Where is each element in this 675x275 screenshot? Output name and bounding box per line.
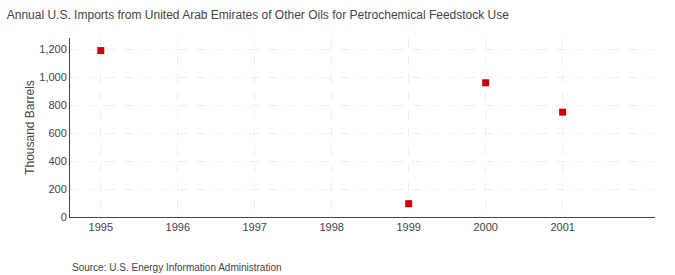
svg-text:1998: 1998 [319, 221, 343, 233]
svg-text:1,000: 1,000 [39, 71, 67, 83]
svg-text:400: 400 [48, 155, 66, 167]
svg-text:1,200: 1,200 [39, 43, 67, 55]
svg-text:2000: 2000 [473, 221, 497, 233]
svg-text:0: 0 [61, 211, 67, 223]
svg-text:2001: 2001 [550, 221, 574, 233]
svg-text:Source: U.S. Energy Informatio: Source: U.S. Energy Information Administ… [72, 262, 282, 273]
svg-text:1996: 1996 [166, 221, 190, 233]
svg-text:600: 600 [48, 127, 66, 139]
svg-text:1999: 1999 [396, 221, 420, 233]
svg-text:Annual U.S. Imports from Unite: Annual U.S. Imports from United Arab Emi… [7, 8, 510, 22]
svg-text:1995: 1995 [89, 221, 113, 233]
svg-text:Thousand Barrels: Thousand Barrels [23, 80, 37, 175]
svg-text:200: 200 [48, 183, 66, 195]
svg-text:1997: 1997 [242, 221, 266, 233]
svg-text:800: 800 [48, 99, 66, 111]
